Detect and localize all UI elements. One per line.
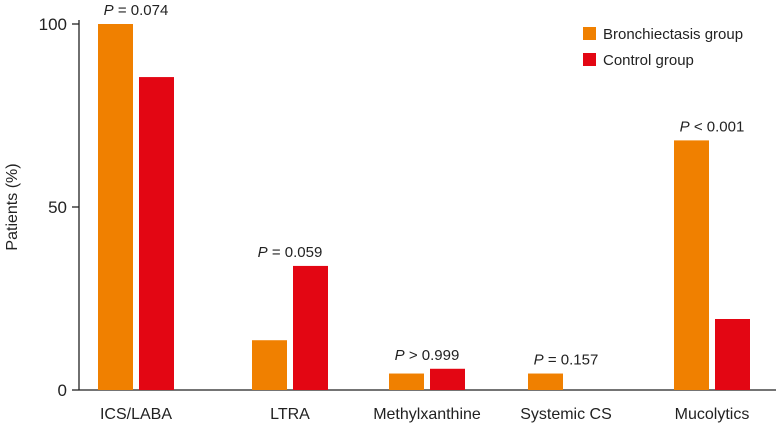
y-tick-label: 50	[48, 198, 67, 217]
x-tick-label: LTRA	[270, 406, 310, 423]
bar-ltra-bronchiectasis	[252, 340, 287, 390]
y-axis-title: Patients (%)	[4, 163, 21, 250]
x-tick-label: ICS/LABA	[100, 406, 172, 423]
p-value-label: P = 0.059	[258, 244, 323, 261]
y-tick-label: 0	[58, 381, 67, 400]
bar-mucolytics-control	[715, 318, 750, 390]
bar-ltra-control	[293, 265, 328, 390]
y-tick-label: 100	[39, 15, 67, 34]
bars	[98, 24, 750, 390]
bar-mucolytics-bronchiectasis	[674, 140, 709, 390]
bar-methylxanthine-bronchiectasis	[389, 373, 424, 390]
legend-swatch	[583, 27, 596, 40]
bar-ics-laba-bronchiectasis	[98, 24, 133, 390]
legend-label: Bronchiectasis group	[603, 26, 743, 43]
bar-systemic-cs-bronchiectasis	[528, 373, 563, 390]
x-tick-label: Systemic CS	[520, 406, 612, 423]
x-tick-label: Mucolytics	[675, 406, 750, 423]
p-value-label: P = 0.074	[104, 2, 169, 19]
axes: 0 50 100 Patients (%) ICS/LABA LTRA Methylxant…	[4, 15, 776, 423]
p-value-label: P < 0.001	[680, 118, 745, 135]
p-value-annotations: P = 0.074 P = 0.059 P > 0.999 P = 0.157 P < …	[104, 2, 745, 369]
x-tick-label: Methylxanthine	[373, 406, 481, 423]
legend-label: Control group	[603, 52, 694, 69]
legend-swatch	[583, 53, 596, 66]
p-value-label: P > 0.999	[395, 347, 460, 364]
p-value-label: P = 0.157	[534, 352, 599, 369]
bar-methylxanthine-control	[430, 368, 465, 390]
legend: Bronchiectasis group Control group	[583, 26, 743, 69]
bar-ics-laba-control	[139, 77, 174, 390]
